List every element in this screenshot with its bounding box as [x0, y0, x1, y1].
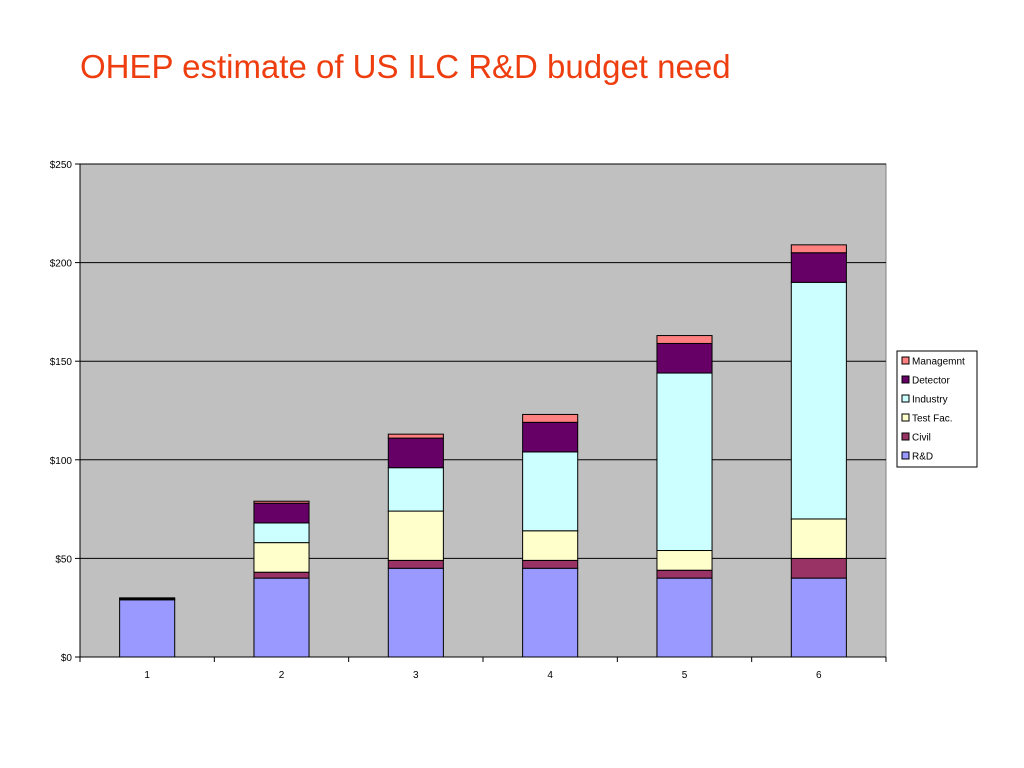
bar-segment [119, 599, 176, 658]
y-tick-label: $200 [50, 259, 73, 270]
bar-segment [790, 244, 847, 254]
bar-segment [387, 437, 444, 469]
bar-segment [522, 451, 579, 532]
bar-segment [790, 281, 847, 520]
bar-segment [387, 510, 444, 561]
legend-label: Test Fac. [912, 414, 953, 425]
bar-segment [253, 571, 310, 579]
legend-swatch [901, 413, 910, 422]
bar-segment [387, 559, 444, 569]
y-tick-label: $150 [50, 357, 73, 368]
legend-label: Industry [912, 395, 948, 406]
bar-segment [253, 577, 310, 658]
bar-segment [656, 569, 713, 579]
bar-segment [656, 577, 713, 658]
legend-swatch [901, 451, 910, 460]
legend-swatch [901, 432, 910, 441]
y-tick-label: $250 [50, 160, 73, 171]
bar-segment [387, 567, 444, 658]
bar-segment [522, 421, 579, 453]
bar-segment [522, 413, 579, 423]
bar-segment [522, 559, 579, 569]
bar-segment [253, 522, 310, 544]
bar-segment [522, 567, 579, 658]
bar-segment [253, 500, 310, 504]
bar-segment [790, 252, 847, 283]
legend-label: R&D [912, 452, 933, 463]
y-tick-label: $100 [50, 456, 73, 467]
bar-segment [387, 433, 444, 439]
bar-segment [253, 502, 310, 524]
x-tick-label: 2 [279, 670, 285, 681]
bar-segment [656, 342, 713, 374]
chart-legend: Managemnt Detector Industry Test Fac. Civil R… [896, 350, 978, 468]
legend-label: Civil [912, 433, 931, 444]
x-tick-label: 3 [413, 670, 419, 681]
y-tick-label: $0 [61, 653, 73, 664]
legend-swatch [901, 394, 910, 403]
bar-segment [119, 597, 176, 600]
bar-segment [522, 530, 579, 561]
y-tick-label: $50 [55, 554, 72, 565]
bar-segment [790, 577, 847, 658]
x-tick-label: 1 [144, 670, 150, 681]
x-tick-label: 6 [816, 670, 822, 681]
slide-title: OHEP estimate of US ILC R&D budget need [80, 48, 731, 85]
bar-segment [253, 542, 310, 573]
legend-swatch [901, 356, 910, 365]
legend-box [896, 350, 978, 468]
legend-label: Detector [912, 376, 950, 387]
bar-segment [790, 518, 847, 559]
bar-segment [656, 550, 713, 571]
x-tick-label: 4 [547, 670, 553, 681]
legend-swatch [901, 375, 910, 384]
plot-area: $0 $50 $100 $150 $200 $250 1 2 3 4 5 6 [50, 160, 887, 681]
bar-segment [656, 372, 713, 552]
plot-background [79, 163, 887, 658]
bar-segment [656, 335, 713, 344]
x-tick-label: 5 [682, 670, 688, 681]
legend-label: Managemnt [912, 357, 965, 368]
bar-segment [790, 557, 847, 579]
bar-segment [387, 467, 444, 512]
